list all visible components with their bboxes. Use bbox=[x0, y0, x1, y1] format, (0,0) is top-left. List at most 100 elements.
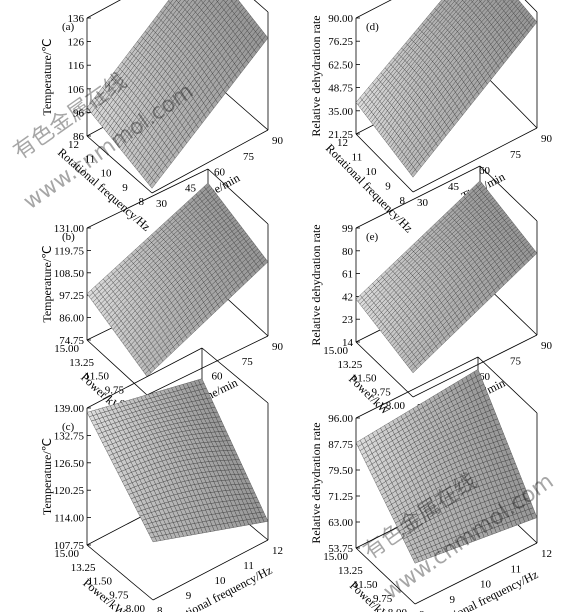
surface-mesh bbox=[86, 182, 269, 377]
z-axis-label: Relative dehydration rate bbox=[309, 15, 323, 136]
axis-frame-line bbox=[86, 135, 153, 194]
x-tick-label: 15.00 bbox=[323, 345, 348, 357]
z-tick-label: 120.25 bbox=[54, 485, 85, 497]
z-tick-label: 35.00 bbox=[328, 106, 353, 118]
y-tick-label: 9 bbox=[186, 590, 192, 602]
surface-mesh bbox=[86, 0, 269, 189]
y-tick-label: 12 bbox=[272, 545, 283, 557]
z-axis-label: Temperature/℃ bbox=[40, 438, 54, 515]
z-tick-label: 126.50 bbox=[54, 458, 85, 470]
x-tick-label: 13.25 bbox=[338, 359, 363, 371]
z-tick-label: 21.25 bbox=[328, 129, 353, 141]
z-tick-label: 96 bbox=[73, 107, 85, 119]
z-tick-label: 23 bbox=[342, 314, 354, 326]
z-axis-label: Relative dehydration rate bbox=[309, 422, 323, 543]
y-tick-label: 75 bbox=[243, 151, 255, 163]
x-tick-label: 9 bbox=[122, 182, 128, 194]
surface-mesh bbox=[355, 0, 538, 178]
panel-label: (c) bbox=[62, 421, 75, 433]
y-tick-label: 90 bbox=[272, 341, 284, 353]
y-tick-label: 60 bbox=[212, 371, 224, 383]
z-tick-label: 87.75 bbox=[328, 439, 353, 451]
x-tick-label: 11 bbox=[85, 153, 96, 165]
surface-panel-4: 14234261809915.0013.2511.509.758.0030456… bbox=[309, 165, 553, 418]
panel-label: (b) bbox=[62, 231, 75, 243]
z-tick-label: 97.25 bbox=[59, 290, 84, 302]
x-tick-label: 10 bbox=[101, 168, 113, 180]
axis-frame-line bbox=[253, 0, 269, 13]
axis-frame-line bbox=[412, 127, 538, 193]
y-tick-label: 12 bbox=[541, 548, 552, 560]
x-tick-label: 15.00 bbox=[54, 343, 79, 355]
y-tick-label: 9 bbox=[450, 594, 456, 606]
surface-facet bbox=[86, 102, 94, 111]
z-tick-label: 62.50 bbox=[328, 59, 353, 71]
z-tick-label: 119.75 bbox=[54, 245, 84, 257]
x-tick-label: 12 bbox=[68, 139, 79, 151]
y-tick-label: 60 bbox=[214, 167, 226, 179]
panel-label: (a) bbox=[62, 21, 75, 33]
x-tick-label: 11.50 bbox=[85, 371, 110, 383]
axis-frame-line bbox=[86, 339, 148, 396]
y-tick-label: 75 bbox=[242, 356, 254, 368]
y-tick-label: 90 bbox=[272, 135, 284, 147]
z-tick-label: 79.50 bbox=[328, 465, 353, 477]
x-tick-label: 8 bbox=[400, 195, 406, 207]
y-tick-label: 8 bbox=[157, 605, 163, 612]
surface-facet bbox=[355, 97, 363, 106]
z-tick-label: 136 bbox=[68, 13, 85, 25]
z-axis-label: Temperature/℃ bbox=[40, 245, 54, 322]
x-tick-label: 9.75 bbox=[105, 384, 125, 396]
y-tick-label: 90 bbox=[541, 133, 553, 145]
z-tick-label: 131.00 bbox=[54, 223, 85, 235]
z-tick-label: 74.75 bbox=[59, 335, 84, 347]
axis-frame-line bbox=[355, 0, 392, 19]
z-tick-label: 48.75 bbox=[328, 83, 353, 95]
z-tick-label: 76.25 bbox=[328, 36, 353, 48]
x-tick-label: 13.25 bbox=[338, 565, 363, 577]
z-tick-label: 90.00 bbox=[328, 13, 353, 25]
z-axis-label: Relative dehydration rate bbox=[309, 224, 323, 345]
x-tick-label: 15.00 bbox=[323, 551, 348, 563]
x-tick-label: 13.25 bbox=[69, 357, 94, 369]
x-tick-label: 11 bbox=[352, 152, 363, 164]
z-tick-label: 106 bbox=[68, 84, 85, 96]
z-axis-label: Temperature/℃ bbox=[40, 38, 54, 115]
z-tick-label: 96.00 bbox=[328, 413, 353, 425]
y-tick-label: 30 bbox=[417, 197, 429, 209]
x-tick-label: 10 bbox=[366, 166, 378, 178]
z-tick-label: 108.50 bbox=[54, 268, 85, 280]
x-tick-label: 12 bbox=[337, 137, 348, 149]
z-tick-label: 42 bbox=[342, 291, 353, 303]
axis-frame-line bbox=[146, 335, 269, 396]
panel-label: (d) bbox=[366, 21, 379, 33]
y-tick-label: 90 bbox=[541, 340, 553, 352]
axis-frame-line bbox=[86, 168, 209, 229]
z-tick-label: 86 bbox=[73, 131, 85, 143]
x-tick-label: 8 bbox=[139, 196, 145, 208]
y-tick-label: 75 bbox=[510, 356, 522, 368]
x-tick-label: 9 bbox=[385, 181, 391, 193]
axis-frame-line bbox=[86, 0, 121, 19]
y-tick-label: 75 bbox=[510, 149, 522, 161]
z-tick-label: 71.25 bbox=[328, 491, 353, 503]
z-tick-label: 116 bbox=[68, 60, 85, 72]
z-tick-label: 114.00 bbox=[54, 513, 84, 525]
axis-frame-line bbox=[151, 129, 269, 194]
z-tick-label: 80 bbox=[342, 246, 354, 258]
x-tick-label: 15.00 bbox=[54, 548, 79, 560]
y-tick-label: 30 bbox=[156, 198, 168, 210]
z-tick-label: 99 bbox=[342, 223, 354, 235]
z-tick-label: 63.00 bbox=[328, 517, 353, 529]
axis-frame-line bbox=[355, 133, 414, 193]
axis-frame-line bbox=[207, 168, 269, 225]
z-tick-label: 139.00 bbox=[54, 403, 85, 415]
panel-label: (e) bbox=[366, 231, 379, 243]
y-axis-label: Rotational frequency/Hz bbox=[163, 563, 274, 612]
z-tick-label: 86.00 bbox=[59, 313, 84, 325]
x-tick-label: 13.25 bbox=[71, 562, 96, 574]
z-tick-label: 126 bbox=[68, 37, 85, 49]
z-tick-label: 61 bbox=[342, 269, 353, 281]
